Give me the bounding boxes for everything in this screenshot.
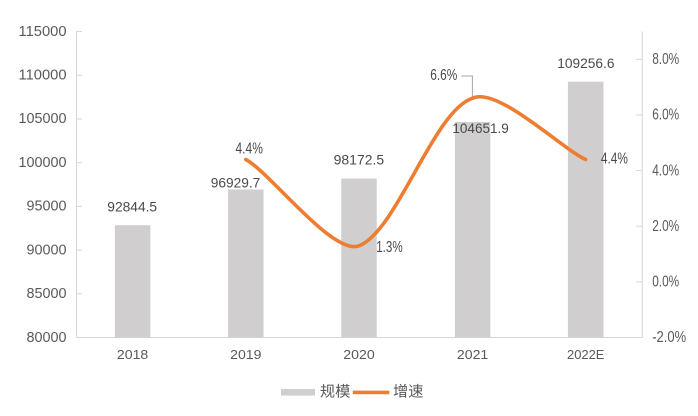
- svg-text:96929.7: 96929.7: [211, 174, 261, 190]
- svg-text:6.6%: 6.6%: [430, 67, 457, 84]
- svg-text:1.3%: 1.3%: [376, 239, 403, 256]
- svg-text:8.0%: 8.0%: [652, 51, 679, 68]
- svg-text:110000: 110000: [19, 68, 67, 84]
- svg-text:105000: 105000: [19, 111, 67, 127]
- svg-text:4.4%: 4.4%: [236, 141, 264, 158]
- svg-text:100000: 100000: [19, 155, 67, 171]
- svg-text:2021: 2021: [457, 347, 488, 362]
- svg-text:2.0%: 2.0%: [652, 218, 679, 235]
- svg-text:109256.6: 109256.6: [557, 55, 614, 71]
- svg-text:95000: 95000: [27, 199, 67, 215]
- svg-text:-2.0%: -2.0%: [652, 329, 686, 346]
- svg-text:4.0%: 4.0%: [652, 162, 679, 179]
- svg-text:4.4%: 4.4%: [601, 150, 628, 167]
- svg-text:90000: 90000: [27, 242, 67, 258]
- svg-text:85000: 85000: [27, 286, 67, 302]
- svg-text:2022E: 2022E: [567, 347, 605, 362]
- svg-text:2020: 2020: [343, 347, 374, 362]
- svg-text:6.0%: 6.0%: [652, 107, 679, 124]
- svg-text:2018: 2018: [117, 347, 148, 362]
- svg-text:80000: 80000: [27, 330, 67, 346]
- svg-text:98172.5: 98172.5: [334, 152, 385, 168]
- svg-text:115000: 115000: [19, 24, 67, 40]
- svg-text:92844.5: 92844.5: [107, 198, 157, 214]
- svg-text:104651.9: 104651.9: [452, 120, 509, 136]
- svg-text:0.0%: 0.0%: [652, 274, 679, 291]
- svg-text:2019: 2019: [230, 347, 261, 362]
